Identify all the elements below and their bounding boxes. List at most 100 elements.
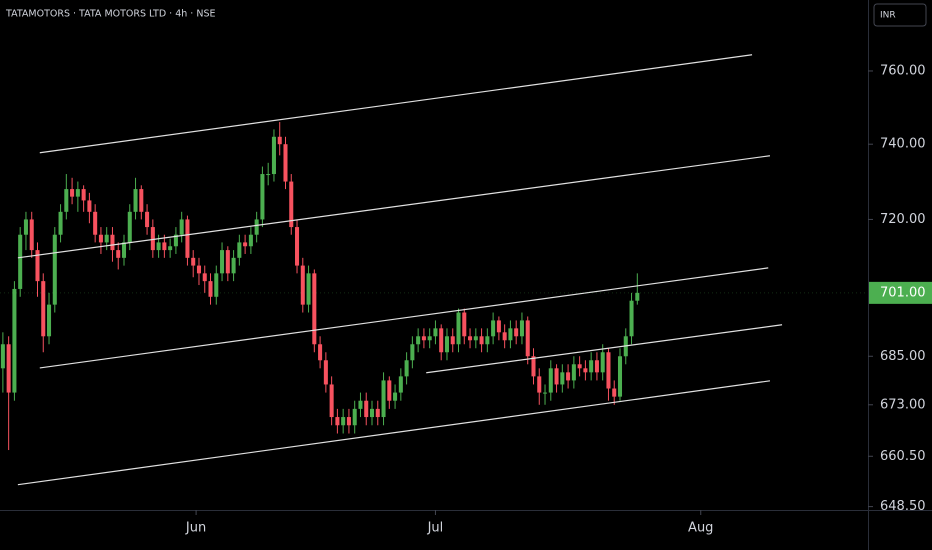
candle-body xyxy=(196,265,201,274)
candle-body xyxy=(589,360,594,373)
candle-body xyxy=(566,372,571,381)
y-tick-label: 760.00 xyxy=(880,63,926,78)
candle-body xyxy=(594,360,599,373)
candle-body xyxy=(560,372,565,385)
candle-body xyxy=(104,234,109,243)
candle-body xyxy=(168,246,173,251)
trend-line xyxy=(17,380,771,486)
last-price-label: 701.00 xyxy=(880,285,926,300)
candle-body xyxy=(156,242,161,251)
candle-body xyxy=(87,200,92,212)
candle-body xyxy=(0,344,5,369)
candle-body xyxy=(375,408,380,418)
candle-body xyxy=(260,174,265,220)
candle-body xyxy=(635,292,640,301)
candle-body xyxy=(243,242,248,247)
candle-body xyxy=(93,211,98,235)
candle-body xyxy=(23,219,28,235)
candle-body xyxy=(133,189,138,212)
candle-body xyxy=(29,219,34,251)
candle-body xyxy=(98,234,103,243)
y-tick-label: 685.00 xyxy=(880,349,926,364)
currency: INR xyxy=(880,11,896,21)
x-tick-label: Aug xyxy=(688,521,713,536)
candle-body xyxy=(179,219,184,235)
candle-body xyxy=(266,174,271,176)
candle-body xyxy=(346,417,351,426)
candle-body xyxy=(364,400,369,418)
candle-body xyxy=(335,417,340,426)
trend-line xyxy=(426,324,783,374)
candle-body xyxy=(75,189,80,197)
candle-body xyxy=(300,265,305,305)
candle-body xyxy=(81,189,86,201)
candle-body xyxy=(358,400,363,409)
y-tick-label: 660.50 xyxy=(880,449,926,464)
candle-body xyxy=(433,328,438,337)
candle-body xyxy=(479,336,484,345)
candle-body xyxy=(312,273,317,345)
candle-body xyxy=(277,136,282,145)
candle-body xyxy=(369,408,375,418)
candle-body xyxy=(18,234,23,289)
candle-body xyxy=(237,242,242,258)
candle-body xyxy=(398,376,403,393)
candle-body xyxy=(531,356,536,377)
candle-body xyxy=(352,408,357,426)
candle-body xyxy=(191,257,196,266)
x-tick-label: Jun xyxy=(185,521,206,536)
currency-box xyxy=(873,3,927,27)
candle-body xyxy=(491,320,496,337)
candle-body xyxy=(47,304,52,337)
y-tick-label: 720.00 xyxy=(880,212,926,227)
candle-body xyxy=(127,211,132,243)
candle-body xyxy=(185,219,190,258)
candle-body xyxy=(571,364,576,381)
candle-body xyxy=(145,211,150,228)
candle-body xyxy=(444,336,449,353)
x-tick-label: Jul xyxy=(427,521,444,536)
candle-body xyxy=(381,380,386,418)
trend-line xyxy=(39,267,769,369)
candle-body xyxy=(12,288,17,393)
candle-body xyxy=(600,352,605,373)
candle-body xyxy=(421,336,426,341)
candle-body xyxy=(35,250,40,282)
candle-body xyxy=(323,360,328,385)
candle-body xyxy=(508,328,513,341)
candle-body xyxy=(225,250,230,274)
candle-body xyxy=(64,189,69,212)
candle-body xyxy=(462,312,467,337)
candle-body xyxy=(393,392,398,401)
trend-line xyxy=(17,155,771,259)
candle-body xyxy=(220,250,225,274)
candle-body xyxy=(289,181,294,228)
candle-body xyxy=(548,368,553,393)
candle-body xyxy=(295,227,300,266)
candle-body xyxy=(121,242,127,258)
candle-body xyxy=(231,257,236,274)
candle-body xyxy=(58,211,63,235)
candle-body xyxy=(502,332,507,341)
candle-body xyxy=(341,417,346,426)
candle-body xyxy=(410,344,415,361)
candle-body xyxy=(254,219,259,235)
trend-line xyxy=(39,54,753,154)
candle-body xyxy=(519,320,524,337)
candle-body xyxy=(329,384,334,418)
y-tick-label: 648.50 xyxy=(880,499,926,514)
candle-body xyxy=(271,136,276,175)
candle-body xyxy=(629,300,634,337)
y-tick-label: 740.00 xyxy=(880,137,926,152)
candle-body xyxy=(214,273,219,297)
candle-body xyxy=(248,234,253,247)
candle-body xyxy=(468,336,473,341)
candle-body xyxy=(173,234,178,247)
candle-body xyxy=(404,360,409,377)
candle-body xyxy=(617,356,623,397)
candle-body xyxy=(427,336,432,341)
candle-body xyxy=(162,242,167,251)
candle-body xyxy=(52,234,57,305)
